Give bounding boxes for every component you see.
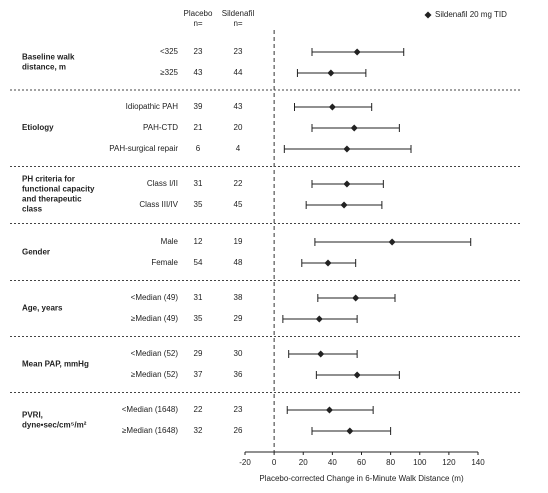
x-tick-label: 120 <box>442 458 456 467</box>
placebo-n: 6 <box>196 144 201 153</box>
group-label: dyne•sec/cm⁵/m² <box>22 421 87 430</box>
point-estimate <box>324 259 332 267</box>
placebo-n: 23 <box>194 47 203 56</box>
sildenafil-n: 23 <box>234 47 243 56</box>
point-estimate <box>352 294 360 302</box>
x-tick-label: 100 <box>413 458 427 467</box>
row-label: Male <box>161 237 179 246</box>
group-label: Etiology <box>22 123 54 132</box>
sildenafil-n: 26 <box>234 426 243 435</box>
group-label: PVRI, <box>22 411 43 420</box>
sildenafil-n: 30 <box>234 349 243 358</box>
group-label: Gender <box>22 248 50 257</box>
point-estimate <box>388 238 396 246</box>
point-estimate <box>353 48 361 56</box>
placebo-n: 35 <box>194 314 203 323</box>
sildenafil-n: 48 <box>234 258 243 267</box>
row-label: ≥Median (52) <box>131 370 178 379</box>
x-tick-label: 40 <box>328 458 337 467</box>
row-label: PAH-surgical repair <box>109 144 178 153</box>
sildenafil-n: 43 <box>234 102 243 111</box>
placebo-n: 22 <box>194 405 203 414</box>
x-tick-label: 80 <box>386 458 395 467</box>
x-tick-label: -20 <box>239 458 251 467</box>
row-label: PAH-CTD <box>143 123 178 132</box>
placebo-n: 12 <box>194 237 203 246</box>
group-label: class <box>22 205 43 214</box>
placebo-n: 54 <box>194 258 203 267</box>
legend-marker <box>424 11 432 19</box>
group-label: distance, m <box>22 63 66 72</box>
placebo-n: 21 <box>194 123 203 132</box>
group-label: functional capacity <box>22 185 95 194</box>
x-tick-label: 0 <box>272 458 277 467</box>
x-axis-label: Placebo-corrected Change in 6-Minute Wal… <box>259 474 464 483</box>
column-header: Placebo <box>184 9 213 18</box>
placebo-n: 35 <box>194 200 203 209</box>
point-estimate <box>315 315 323 323</box>
row-label: <Median (52) <box>131 349 179 358</box>
sildenafil-n: 29 <box>234 314 243 323</box>
row-label: <325 <box>160 47 179 56</box>
placebo-n: 31 <box>194 293 203 302</box>
point-estimate <box>328 103 336 111</box>
column-header: n= <box>233 19 242 28</box>
x-tick-label: 140 <box>471 458 485 467</box>
placebo-n: 32 <box>194 426 203 435</box>
sildenafil-n: 23 <box>234 405 243 414</box>
row-label: Class III/IV <box>139 200 178 209</box>
sildenafil-n: 19 <box>234 237 243 246</box>
placebo-n: 39 <box>194 102 203 111</box>
group-label: Mean PAP, mmHg <box>22 360 89 369</box>
x-tick-label: 60 <box>357 458 366 467</box>
placebo-n: 31 <box>194 179 203 188</box>
column-header: Sildenafil <box>222 9 255 18</box>
placebo-n: 29 <box>194 349 203 358</box>
sildenafil-n: 45 <box>234 200 243 209</box>
group-label: and therapeutic <box>22 195 82 204</box>
sildenafil-n: 44 <box>234 68 243 77</box>
point-estimate <box>317 350 325 358</box>
point-estimate <box>325 406 333 414</box>
point-estimate <box>350 124 358 132</box>
column-header: n= <box>193 19 202 28</box>
point-estimate <box>340 201 348 209</box>
row-label: <Median (1648) <box>122 405 179 414</box>
group-label: Baseline walk <box>22 53 75 62</box>
point-estimate <box>346 427 354 435</box>
x-tick-label: 20 <box>299 458 308 467</box>
placebo-n: 37 <box>194 370 203 379</box>
row-label: Idiopathic PAH <box>126 102 179 111</box>
sildenafil-n: 22 <box>234 179 243 188</box>
sildenafil-n: 36 <box>234 370 243 379</box>
sildenafil-n: 38 <box>234 293 243 302</box>
row-label: <Median (49) <box>131 293 179 302</box>
group-label: Age, years <box>22 304 63 313</box>
sildenafil-n: 20 <box>234 123 243 132</box>
point-estimate <box>343 180 351 188</box>
row-label: ≥325 <box>160 68 178 77</box>
legend-label: Sildenafil 20 mg TID <box>435 10 507 19</box>
placebo-n: 43 <box>194 68 203 77</box>
point-estimate <box>343 145 351 153</box>
point-estimate <box>353 371 361 379</box>
sildenafil-n: 4 <box>236 144 241 153</box>
row-label: ≥Median (49) <box>131 314 178 323</box>
row-label: Female <box>151 258 178 267</box>
point-estimate <box>327 69 335 77</box>
group-label: PH criteria for <box>22 175 75 184</box>
row-label: ≥Median (1648) <box>122 426 178 435</box>
row-label: Class I/II <box>147 179 178 188</box>
